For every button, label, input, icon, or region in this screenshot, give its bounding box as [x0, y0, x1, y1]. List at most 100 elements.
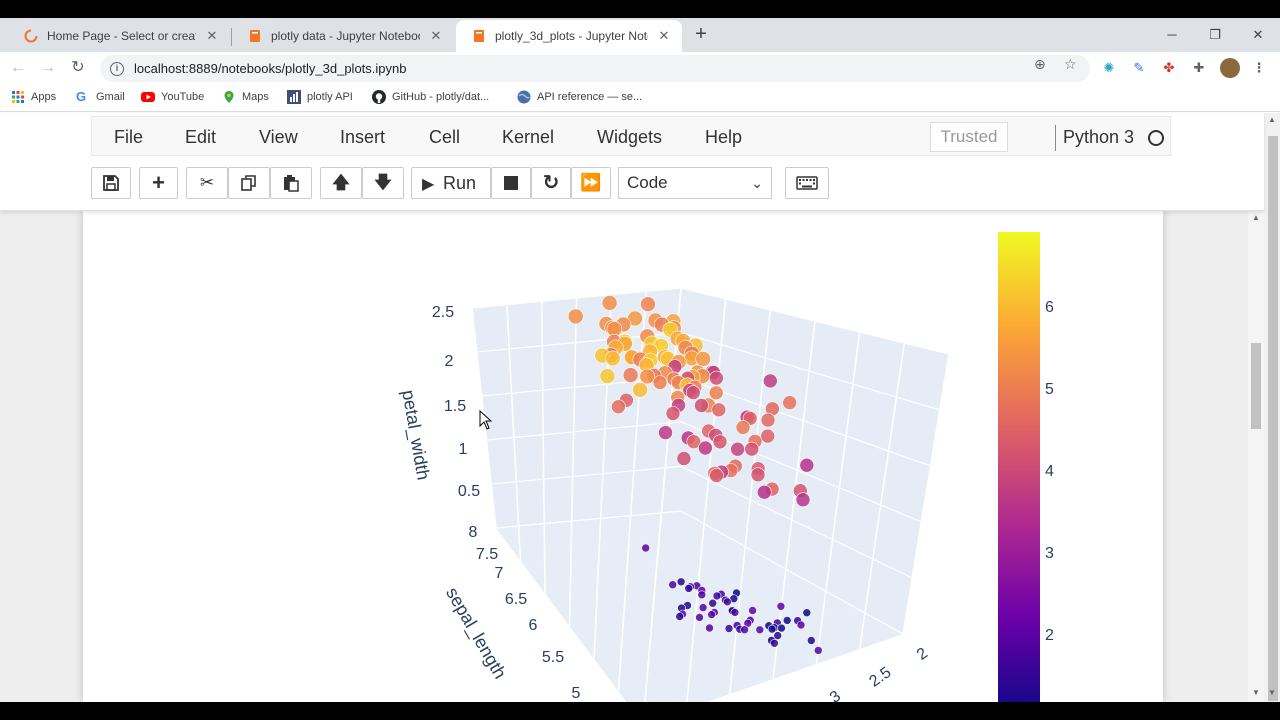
z-axis-title: petal_width: [397, 388, 433, 481]
page-scroll-thumb[interactable]: [1268, 136, 1278, 701]
y-tick-label: 5: [572, 685, 581, 702]
reload-icon[interactable]: ↻: [71, 59, 85, 76]
scroll-down-arrow-icon[interactable]: ▼: [1252, 688, 1260, 697]
bookmark-apps[interactable]: Apps: [11, 90, 56, 104]
data-point: [658, 425, 673, 440]
divider: [1055, 125, 1056, 151]
close-icon[interactable]: ✕: [430, 28, 442, 43]
restart-icon: ↻: [542, 172, 560, 194]
restart-button[interactable]: ↻: [531, 167, 571, 199]
tab-home-page[interactable]: Home Page - Select or create a n ✕: [8, 20, 230, 52]
move-up-button[interactable]: 🡅: [320, 167, 362, 199]
info-icon[interactable]: i: [110, 61, 124, 76]
data-point: [676, 451, 692, 466]
back-arrow-icon[interactable]: ←: [10, 59, 26, 76]
data-point: [712, 591, 722, 601]
data-point: [796, 620, 806, 630]
cell-type-select[interactable]: Code ⌄: [618, 167, 772, 199]
output-scroll-thumb[interactable]: [1251, 343, 1261, 429]
trusted-indicator[interactable]: Trusted: [930, 122, 1008, 152]
run-label: Run: [443, 173, 477, 193]
data-point: [632, 382, 648, 398]
y-tick-label: 7: [495, 565, 504, 582]
bookmark-gmail[interactable]: G Gmail: [76, 90, 125, 104]
minimize-button[interactable]: ─: [1167, 27, 1177, 42]
colorbar-tick-label: 3: [1045, 545, 1054, 562]
scroll-up-arrow-icon[interactable]: ▲: [1252, 213, 1260, 222]
data-point: [806, 636, 816, 645]
cut-button[interactable]: ✂: [186, 167, 228, 199]
interrupt-button[interactable]: [491, 167, 531, 199]
extension-icon[interactable]: ✺: [1103, 60, 1115, 75]
tab-plotly-data[interactable]: plotly data - Jupyter Notebook ✕: [232, 20, 454, 52]
save-button[interactable]: [91, 167, 131, 199]
menu-view[interactable]: View: [259, 127, 298, 147]
paste-button[interactable]: [270, 167, 312, 199]
data-point: [770, 638, 779, 648]
gridline: [772, 320, 816, 680]
data-point: [641, 543, 651, 553]
y-axis-title: sepal_length: [441, 584, 510, 683]
bookmark-github[interactable]: GitHub - plotly/dat...: [372, 90, 489, 104]
bookmark-youtube[interactable]: YouTube: [141, 90, 204, 104]
menu-widgets[interactable]: Widgets: [597, 127, 663, 147]
menu-insert[interactable]: Insert: [340, 127, 386, 147]
new-tab-button[interactable]: +: [695, 23, 707, 45]
menu-help[interactable]: Help: [705, 127, 743, 147]
scene: [471, 287, 950, 702]
arrow-up-icon: 🡅: [332, 173, 350, 192]
notebook-icon: [474, 30, 484, 42]
run-button[interactable]: ▶ Run: [411, 167, 491, 199]
bookmark-label: plotly API: [307, 91, 353, 103]
extensions-puzzle-icon[interactable]: ✚: [1193, 60, 1205, 75]
bookmark-maps[interactable]: Maps: [222, 90, 269, 104]
tab-separator: [231, 28, 232, 46]
data-point: [730, 608, 740, 617]
output-scrollbar[interactable]: [1248, 211, 1264, 702]
kernel-name[interactable]: Python 3: [1063, 127, 1135, 147]
z-tick-label: 0.5: [458, 483, 480, 500]
data-point: [748, 606, 757, 615]
bookmark-api-reference[interactable]: API reference — se...: [517, 90, 642, 104]
data-point: [708, 598, 718, 608]
menu-edit[interactable]: Edit: [185, 127, 217, 147]
close-icon[interactable]: ✕: [206, 28, 218, 43]
address-bar[interactable]: i localhost:8889/notebooks/plotly_3d_plo…: [100, 55, 1090, 82]
arrow-down-icon: 🡇: [374, 173, 392, 192]
screen-bottom-bar: [0, 702, 1280, 720]
bookmark-label: API reference — se...: [537, 91, 643, 103]
tab-title: plotly_3d_plots - Jupyter Notebo: [495, 29, 648, 43]
menu-file[interactable]: File: [114, 127, 144, 147]
forward-arrow-icon[interactable]: →: [40, 59, 56, 76]
page-scroll-up-icon[interactable]: ▲: [1268, 115, 1276, 124]
restore-button[interactable]: ❐: [1209, 27, 1221, 42]
mouse-cursor-icon: [479, 409, 493, 430]
data-point: [709, 370, 724, 386]
colorbar-tick-label: 2: [1045, 627, 1054, 644]
avatar[interactable]: [1220, 58, 1240, 78]
extension-puzzle-red-icon[interactable]: ✤: [1163, 60, 1175, 75]
scatter3d-plot[interactable]: 2.521.510.5petal_width87.576.565.55sepal…: [83, 211, 1163, 702]
command-palette-button[interactable]: [785, 167, 829, 199]
extension-feather-icon[interactable]: ✎: [1133, 60, 1145, 75]
data-point: [640, 296, 656, 312]
menu-kernel[interactable]: Kernel: [502, 127, 555, 147]
data-point: [567, 308, 584, 325]
bookmark-star-icon[interactable]: ☆: [1064, 56, 1077, 72]
more-menu-icon[interactable]: ⋮: [1252, 60, 1266, 75]
window-close-button[interactable]: ✕: [1252, 27, 1264, 42]
page-scroll-down-icon[interactable]: ▼: [1268, 688, 1276, 697]
gridline: [902, 353, 950, 635]
data-point: [665, 406, 681, 421]
copy-button[interactable]: [228, 167, 270, 199]
restart-run-all-button[interactable]: ⏩: [571, 167, 611, 199]
bookmark-plotly-api[interactable]: plotly API: [287, 90, 353, 104]
tab-plotly-3d-plots[interactable]: plotly_3d_plots - Jupyter Notebo ✕: [456, 20, 682, 52]
menu-cell[interactable]: Cell: [429, 127, 461, 147]
zoom-icon[interactable]: ⊕: [1034, 56, 1046, 72]
apps-grid-icon: [12, 91, 24, 103]
insert-cell-button[interactable]: +: [139, 167, 178, 199]
move-down-button[interactable]: 🡇: [362, 167, 404, 199]
close-icon[interactable]: ✕: [658, 28, 670, 43]
kernel-idle-icon: [1148, 130, 1164, 146]
